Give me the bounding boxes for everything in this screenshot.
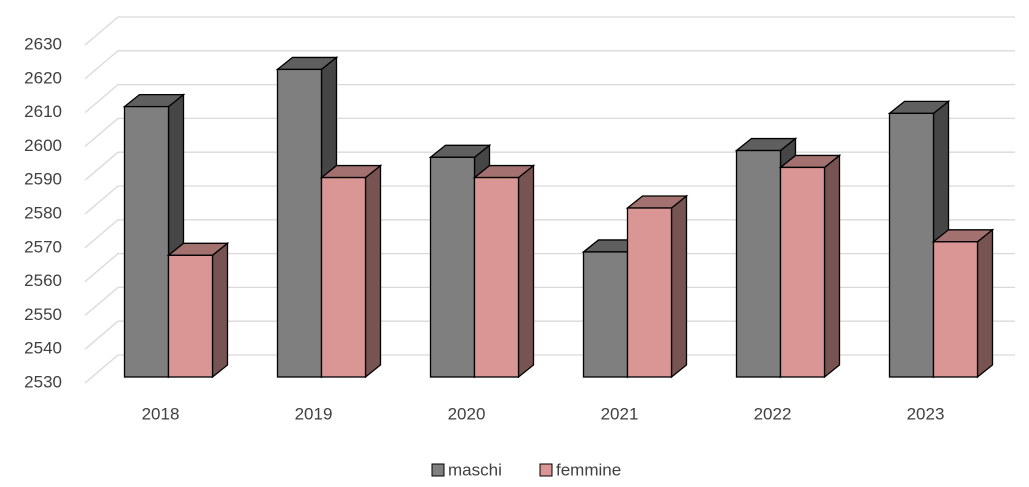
x-tick-label: 2021 [601, 404, 639, 423]
y-tick-label: 2580 [24, 203, 62, 222]
bar [582, 251, 629, 378]
legend-label: femmine [556, 460, 621, 479]
bar [473, 176, 520, 378]
y-tick-label: 2530 [24, 372, 62, 391]
x-tick-label: 2022 [754, 404, 792, 423]
bar-side [364, 164, 382, 379]
grid-line [84, 219, 1015, 249]
legend-swatch [431, 463, 445, 477]
bar [320, 176, 367, 378]
bar-side [517, 164, 535, 379]
y-tick-label: 2550 [24, 305, 62, 324]
y-tick-label: 2620 [24, 68, 62, 87]
x-tick-label: 2020 [448, 404, 486, 423]
grid-line [84, 252, 1015, 283]
grid-line [84, 83, 1015, 114]
y-tick-label: 2570 [24, 237, 62, 256]
x-tick-label: 2018 [142, 404, 180, 423]
bar-side [976, 228, 994, 379]
grid-line [84, 16, 1015, 46]
y-tick-label: 2560 [24, 271, 62, 290]
grid-line [84, 151, 1015, 181]
bar-side [211, 241, 229, 379]
bar [626, 207, 673, 378]
bar [932, 241, 979, 378]
grid-line [84, 286, 1015, 316]
bar [167, 254, 214, 378]
bar [276, 68, 323, 378]
grid-line [84, 320, 1015, 350]
bar [735, 149, 782, 378]
y-tick-label: 2590 [24, 170, 62, 189]
grid-line [84, 185, 1015, 215]
y-tick-label: 2540 [24, 339, 62, 358]
bar [779, 166, 826, 378]
y-tick-label: 2600 [24, 136, 62, 155]
x-tick-label: 2023 [907, 404, 945, 423]
legend-label: maschi [448, 460, 502, 479]
bar-side [670, 194, 688, 379]
grid-line [84, 117, 1015, 147]
legend-swatch [539, 463, 553, 477]
x-tick-label: 2019 [295, 404, 333, 423]
y-tick-label: 2630 [24, 34, 62, 53]
bar [123, 105, 170, 378]
grid-line [84, 50, 1015, 80]
bar [888, 112, 935, 378]
bar [429, 156, 476, 378]
grid-line [84, 354, 1015, 384]
y-tick-label: 2610 [24, 102, 62, 121]
bar-side [823, 154, 841, 379]
